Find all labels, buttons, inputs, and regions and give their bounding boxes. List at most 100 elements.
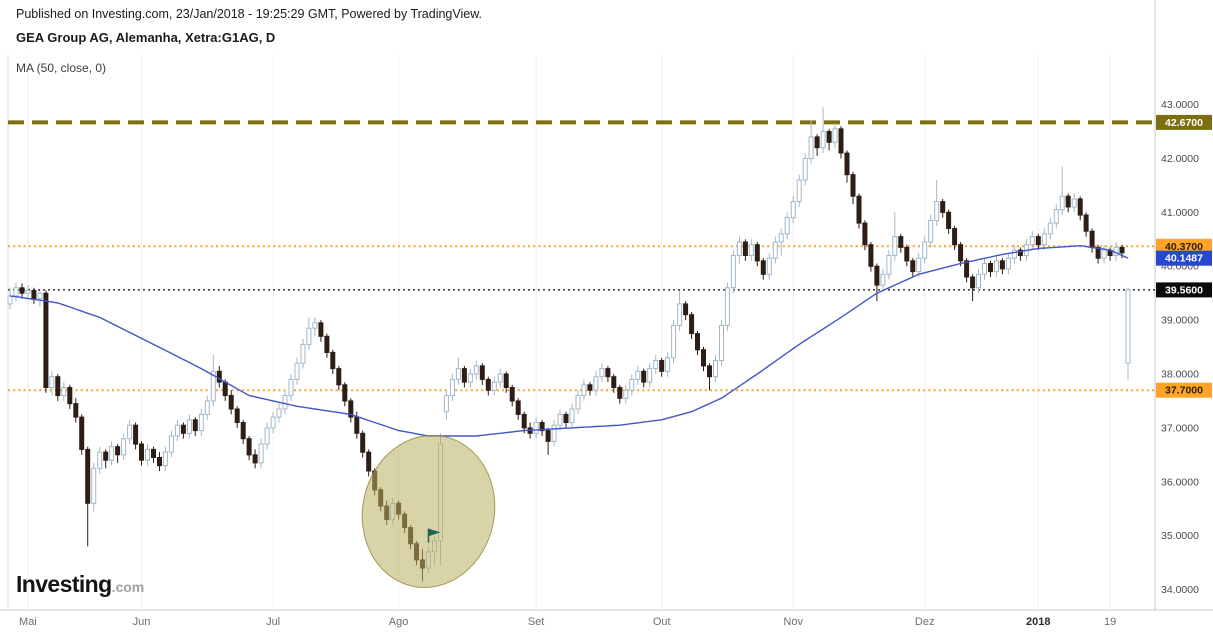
candle	[898, 236, 904, 248]
candle	[497, 373, 503, 383]
candle	[157, 457, 162, 467]
candle	[168, 435, 174, 453]
annotations-layer[interactable]	[348, 423, 509, 600]
candle	[754, 244, 760, 262]
candle	[443, 395, 449, 413]
ma50-line[interactable]	[9, 244, 1129, 437]
candle	[671, 325, 677, 359]
price-tick-label: 35.0000	[1161, 530, 1199, 542]
candle	[354, 416, 360, 434]
candle	[360, 432, 366, 453]
candle	[521, 413, 527, 429]
candle	[742, 241, 748, 256]
candle	[1017, 249, 1023, 257]
ma-indicator-label[interactable]: MA (50, close, 0)	[16, 61, 107, 75]
candle	[318, 322, 324, 337]
candle	[73, 403, 79, 418]
time-tick-label: Ago	[389, 616, 409, 628]
time-tick-label: Dez	[915, 616, 935, 628]
ma-line[interactable]	[9, 244, 1129, 437]
candle	[91, 467, 97, 504]
candle	[1047, 222, 1053, 235]
candle	[324, 335, 330, 353]
price-tick-label: 41.0000	[1161, 207, 1199, 219]
time-tick-label: 19	[1104, 616, 1116, 628]
candle	[611, 376, 617, 389]
candle	[1095, 246, 1101, 259]
horizontal-price-lines[interactable]	[8, 120, 1155, 392]
candle	[784, 217, 790, 235]
candle	[37, 292, 43, 300]
candle	[730, 254, 736, 289]
candle	[252, 454, 258, 464]
candle	[605, 368, 611, 378]
candle	[85, 448, 91, 504]
candle	[1101, 249, 1107, 259]
candle	[7, 295, 13, 305]
candle	[204, 400, 210, 415]
time-tick-label: Out	[653, 616, 671, 628]
investing-logo[interactable]: Investing.com	[16, 571, 144, 598]
candle	[342, 384, 348, 402]
svg-text:40.1487: 40.1487	[1165, 253, 1203, 265]
candle	[300, 343, 306, 364]
price-axis[interactable]: 43.000042.000041.000040.000039.000038.00…	[1156, 99, 1212, 596]
candle	[139, 443, 144, 461]
candle	[491, 381, 497, 391]
candle	[1059, 195, 1065, 211]
candle	[994, 260, 999, 273]
candle	[180, 424, 186, 434]
candle	[61, 387, 67, 397]
candle	[174, 424, 180, 437]
candle	[563, 413, 569, 423]
svg-text:42.6700: 42.6700	[1165, 117, 1203, 129]
candle	[928, 219, 934, 243]
candle	[198, 413, 204, 432]
candle	[270, 416, 276, 429]
candle	[736, 241, 742, 256]
candle	[713, 360, 718, 378]
candle	[509, 387, 515, 402]
candle	[133, 424, 139, 445]
candle	[461, 368, 467, 383]
candle	[940, 201, 946, 213]
flag-icon[interactable]	[427, 528, 441, 543]
ellipse-annotation[interactable]	[348, 423, 509, 600]
candle	[772, 241, 778, 259]
candle	[958, 244, 964, 262]
chart-title: GEA Group AG, Alemanha, Xetra:G1AG, D	[16, 30, 276, 45]
candle	[306, 327, 312, 345]
candle	[97, 451, 103, 469]
candle	[796, 179, 802, 203]
candle	[689, 314, 695, 335]
candle	[982, 263, 987, 275]
candle	[575, 395, 581, 410]
candle	[348, 400, 354, 418]
time-tick-label: Set	[528, 616, 545, 628]
candle	[874, 265, 880, 286]
candle	[103, 451, 109, 461]
candle	[49, 376, 55, 389]
candle	[695, 333, 700, 351]
candle	[719, 325, 724, 361]
price-tick-label: 37.0000	[1161, 422, 1199, 434]
candle	[515, 400, 521, 415]
candle	[151, 448, 156, 458]
candle	[31, 290, 37, 300]
price-badge-37.7000	[1156, 382, 1212, 398]
candle	[916, 257, 922, 273]
candle	[683, 303, 689, 316]
candle	[701, 349, 706, 367]
svg-text:39.5600: 39.5600	[1165, 284, 1203, 296]
time-axis[interactable]: Mai Jun Jul Ago Set Out Nov Dez 2018 19	[19, 616, 1116, 628]
candle	[557, 413, 563, 426]
candle	[43, 292, 49, 389]
price-tick-label: 39.0000	[1161, 315, 1199, 327]
svg-text:37.7000: 37.7000	[1165, 385, 1203, 397]
published-caption: Published on Investing.com, 23/Jan/2018 …	[16, 7, 483, 21]
candle	[1071, 198, 1077, 208]
candle	[635, 370, 641, 380]
candle	[1077, 198, 1083, 216]
candle	[539, 422, 545, 432]
